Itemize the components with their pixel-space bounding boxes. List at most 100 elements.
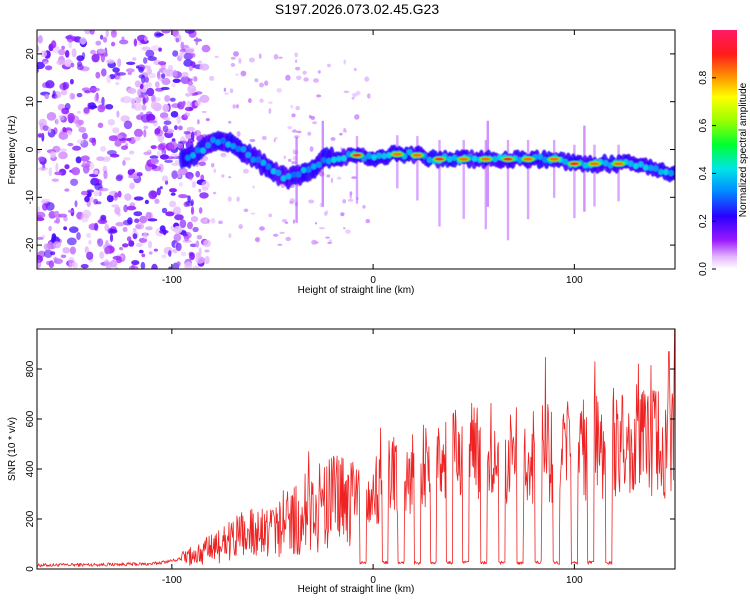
noise-blob xyxy=(146,67,152,75)
noise-blob xyxy=(63,226,67,231)
noise-blob xyxy=(112,255,122,260)
noise-blob xyxy=(138,249,144,254)
noise-blob xyxy=(52,90,56,97)
noise-blob xyxy=(191,88,196,93)
noise-blob xyxy=(195,36,199,46)
noise-blob xyxy=(184,30,195,34)
ridge-core xyxy=(643,164,649,171)
noise-blob xyxy=(145,49,155,58)
noise-blob xyxy=(71,93,76,100)
noise-blob xyxy=(45,65,53,71)
noise-blob xyxy=(176,261,181,267)
noise-blob xyxy=(38,118,47,128)
noise-blob xyxy=(190,131,195,141)
noise-blob xyxy=(147,56,157,61)
noise-blob xyxy=(161,207,168,214)
noise-blob xyxy=(252,185,255,189)
noise-blob xyxy=(198,161,206,167)
noise-blob xyxy=(190,206,195,215)
ridge-core xyxy=(446,156,453,163)
noise-blob xyxy=(82,161,86,166)
noise-blob xyxy=(130,97,136,106)
noise-blob xyxy=(110,30,117,38)
noise-blob xyxy=(179,51,185,59)
ridge-core xyxy=(215,139,221,146)
noise-blob xyxy=(66,34,74,43)
noise-blob xyxy=(109,259,118,268)
noise-blob xyxy=(100,53,105,63)
noise-blob xyxy=(42,125,49,131)
noise-blob xyxy=(171,162,180,167)
ridge-core xyxy=(381,153,388,159)
noise-blob xyxy=(89,30,95,35)
ridge-core xyxy=(633,163,639,169)
noise-blob xyxy=(287,126,293,130)
noise-blob xyxy=(75,156,82,164)
noise-blob xyxy=(111,41,116,47)
noise-blob xyxy=(230,62,236,67)
noise-blob xyxy=(189,243,197,248)
noise-blob xyxy=(141,75,146,84)
noise-blob xyxy=(64,164,70,170)
noise-blob xyxy=(189,106,193,111)
ridge-core xyxy=(195,147,201,154)
ridge-core xyxy=(230,143,236,150)
noise-blob xyxy=(174,33,182,43)
noise-blob xyxy=(100,214,107,221)
noise-blob xyxy=(189,53,196,58)
snr-x-tick-label: 0 xyxy=(370,575,376,586)
noise-blob xyxy=(97,122,104,128)
ridge-core xyxy=(371,154,377,161)
noise-blob xyxy=(339,132,343,136)
noise-blob xyxy=(69,246,76,255)
noise-blob xyxy=(76,232,81,241)
noise-blob xyxy=(268,213,273,218)
noise-blob xyxy=(190,101,193,108)
noise-blob xyxy=(141,46,151,51)
noise-blob xyxy=(185,92,193,97)
noise-blob xyxy=(37,61,45,70)
noise-blob xyxy=(198,188,202,193)
noise-blob xyxy=(197,119,200,125)
noise-blob xyxy=(278,56,283,59)
noise-blob xyxy=(122,160,126,166)
snr-x-tick-label: 100 xyxy=(566,575,583,586)
noise-blob xyxy=(254,78,259,83)
noise-blob xyxy=(259,98,264,103)
colorbar-tick-label: 0.6 xyxy=(698,118,709,132)
noise-blob xyxy=(187,195,191,204)
noise-blob xyxy=(58,151,68,160)
noise-blob xyxy=(248,98,252,104)
noise-blob xyxy=(50,40,57,49)
noise-blob xyxy=(248,57,255,63)
noise-blob xyxy=(133,136,141,142)
snr-frame xyxy=(36,328,676,570)
noise-blob xyxy=(43,61,48,65)
noise-blob xyxy=(268,101,273,104)
noise-blob xyxy=(210,163,215,168)
spectrogram-x-tick-label: -100 xyxy=(162,275,182,286)
noise-blob xyxy=(221,174,225,178)
noise-blob xyxy=(229,88,234,94)
ridge-peak xyxy=(352,153,362,157)
colorbar: 0.0 0.2 0.4 0.6 0.8 Normalized spectral ampl… xyxy=(698,30,749,276)
noise-blob xyxy=(54,171,63,176)
noise-blob xyxy=(336,176,342,180)
noise-blob xyxy=(198,257,206,263)
noise-blob xyxy=(367,93,371,99)
ridge-core xyxy=(235,145,242,152)
noise-blob xyxy=(295,59,298,63)
noise-blob xyxy=(109,153,120,158)
noise-blob xyxy=(177,169,185,176)
noise-blob xyxy=(76,139,84,144)
noise-blob xyxy=(80,190,88,196)
noise-blob xyxy=(81,209,92,218)
ridge-peak xyxy=(549,157,560,161)
noise-blob xyxy=(123,204,128,213)
noise-blob xyxy=(89,105,98,109)
noise-blob xyxy=(154,81,160,88)
noise-blob xyxy=(67,209,74,213)
noise-blob xyxy=(147,120,157,124)
freq-streak xyxy=(526,139,530,220)
noise-blob xyxy=(172,78,181,84)
